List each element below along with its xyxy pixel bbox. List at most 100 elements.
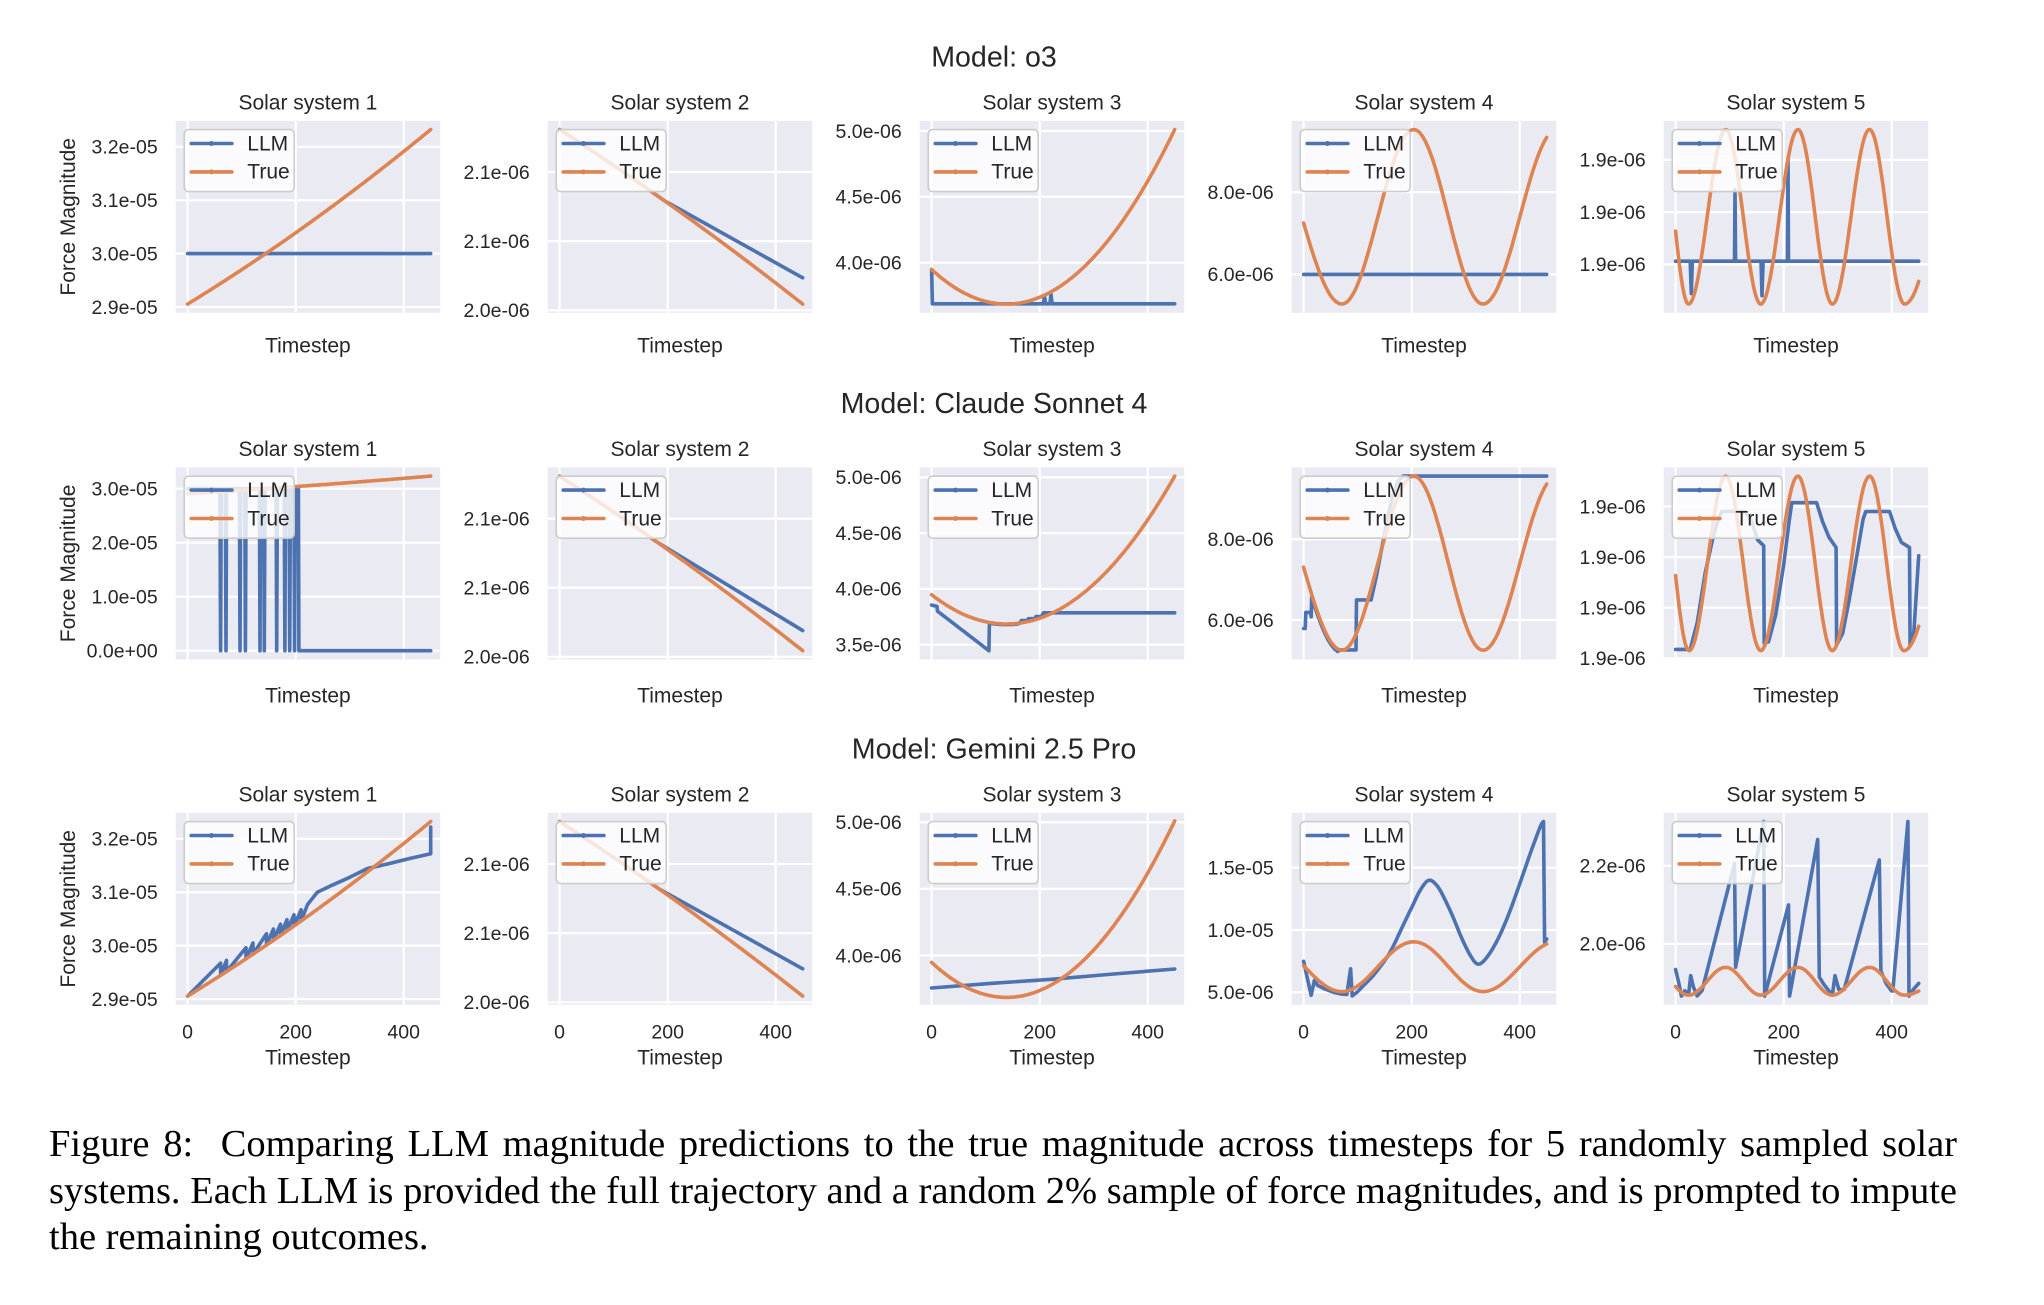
svg-text:LLM: LLM [247, 132, 288, 155]
svg-text:5.0e-06: 5.0e-06 [836, 812, 902, 834]
svg-text:Timestep: Timestep [1381, 684, 1467, 707]
svg-text:5.0e-06: 5.0e-06 [1208, 982, 1274, 1004]
svg-text:Solar system 2: Solar system 2 [611, 783, 750, 806]
svg-text:4.5e-06: 4.5e-06 [836, 187, 902, 209]
svg-text:3.0e-05: 3.0e-05 [92, 935, 158, 957]
svg-text:True: True [1735, 853, 1777, 876]
svg-text:Solar system 5: Solar system 5 [1727, 91, 1866, 114]
svg-text:Solar system 2: Solar system 2 [611, 91, 750, 114]
svg-text:1.9e-06: 1.9e-06 [1580, 202, 1646, 224]
svg-text:Model: o3: Model: o3 [931, 41, 1057, 73]
svg-text:Solar system 3: Solar system 3 [983, 438, 1122, 461]
svg-text:2.0e-06: 2.0e-06 [464, 647, 530, 669]
svg-text:LLM: LLM [1735, 132, 1776, 155]
svg-text:6.0e-06: 6.0e-06 [1208, 610, 1274, 632]
svg-text:3.0e-05: 3.0e-05 [92, 243, 158, 265]
svg-text:LLM: LLM [619, 132, 660, 155]
svg-text:Timestep: Timestep [637, 684, 723, 707]
svg-text:Solar system 3: Solar system 3 [983, 783, 1122, 806]
svg-text:400: 400 [1503, 1022, 1536, 1044]
svg-text:Force Magnitude: Force Magnitude [57, 485, 80, 643]
svg-text:LLM: LLM [247, 479, 288, 502]
svg-text:3.0e-05: 3.0e-05 [92, 479, 158, 501]
svg-text:3.2e-05: 3.2e-05 [92, 137, 158, 159]
svg-text:1.0e-05: 1.0e-05 [92, 587, 158, 609]
svg-text:2.0e-05: 2.0e-05 [92, 533, 158, 555]
svg-text:400: 400 [759, 1022, 792, 1044]
svg-text:True: True [247, 161, 289, 184]
svg-text:200: 200 [1767, 1022, 1800, 1044]
svg-text:Timestep: Timestep [1009, 1047, 1095, 1070]
svg-text:LLM: LLM [991, 132, 1032, 155]
svg-text:2.1e-06: 2.1e-06 [464, 162, 530, 184]
svg-text:2.0e-06: 2.0e-06 [1580, 934, 1646, 956]
svg-text:2.2e-06: 2.2e-06 [1580, 856, 1646, 878]
svg-text:True: True [619, 161, 661, 184]
svg-text:2.1e-06: 2.1e-06 [464, 231, 530, 253]
svg-text:Solar system 5: Solar system 5 [1727, 783, 1866, 806]
svg-text:4.5e-06: 4.5e-06 [836, 879, 902, 901]
svg-text:0: 0 [1298, 1022, 1309, 1044]
svg-text:2.1e-06: 2.1e-06 [464, 854, 530, 876]
svg-text:True: True [247, 507, 289, 530]
svg-text:6.0e-06: 6.0e-06 [1208, 264, 1274, 286]
svg-text:2.1e-06: 2.1e-06 [464, 578, 530, 600]
svg-text:LLM: LLM [1735, 824, 1776, 847]
svg-text:True: True [991, 853, 1033, 876]
svg-text:LLM: LLM [1363, 824, 1404, 847]
svg-text:LLM: LLM [1363, 479, 1404, 502]
svg-text:True: True [1363, 853, 1405, 876]
svg-text:Solar system 2: Solar system 2 [611, 438, 750, 461]
svg-text:0: 0 [1670, 1022, 1681, 1044]
svg-text:Timestep: Timestep [637, 335, 723, 358]
svg-text:200: 200 [279, 1022, 312, 1044]
svg-text:Timestep: Timestep [265, 684, 351, 707]
svg-text:Timestep: Timestep [637, 1047, 723, 1070]
svg-text:True: True [619, 507, 661, 530]
svg-text:400: 400 [1131, 1022, 1164, 1044]
svg-text:3.2e-05: 3.2e-05 [92, 829, 158, 851]
svg-text:LLM: LLM [1363, 132, 1404, 155]
svg-text:4.0e-06: 4.0e-06 [836, 945, 902, 967]
svg-text:8.0e-06: 8.0e-06 [1208, 529, 1274, 551]
svg-text:True: True [619, 853, 661, 876]
svg-text:5.0e-06: 5.0e-06 [836, 121, 902, 143]
svg-text:Solar system 4: Solar system 4 [1355, 91, 1494, 114]
svg-text:1.9e-06: 1.9e-06 [1580, 598, 1646, 620]
svg-text:3.1e-05: 3.1e-05 [92, 882, 158, 904]
svg-text:0: 0 [182, 1022, 193, 1044]
svg-text:400: 400 [387, 1022, 420, 1044]
svg-text:0.0e+00: 0.0e+00 [87, 641, 158, 663]
svg-text:LLM: LLM [991, 479, 1032, 502]
svg-text:3.5e-06: 3.5e-06 [836, 635, 902, 657]
svg-text:True: True [991, 161, 1033, 184]
svg-text:Timestep: Timestep [265, 335, 351, 358]
svg-text:2.1e-06: 2.1e-06 [464, 508, 530, 530]
svg-text:Timestep: Timestep [265, 1047, 351, 1070]
svg-text:1.9e-06: 1.9e-06 [1580, 150, 1646, 172]
svg-text:Solar system 1: Solar system 1 [238, 91, 377, 114]
svg-text:1.9e-06: 1.9e-06 [1580, 648, 1646, 670]
svg-text:3.1e-05: 3.1e-05 [92, 190, 158, 212]
svg-text:4.0e-06: 4.0e-06 [836, 252, 902, 274]
svg-text:2.0e-06: 2.0e-06 [464, 300, 530, 322]
svg-text:True: True [1363, 507, 1405, 530]
svg-text:True: True [1735, 161, 1777, 184]
svg-text:1.5e-05: 1.5e-05 [1208, 858, 1274, 880]
svg-text:LLM: LLM [619, 479, 660, 502]
svg-text:Force Magnitude: Force Magnitude [57, 138, 80, 296]
svg-text:Solar system 1: Solar system 1 [238, 783, 377, 806]
svg-text:2.1e-06: 2.1e-06 [464, 923, 530, 945]
svg-text:Timestep: Timestep [1381, 1047, 1467, 1070]
svg-text:1.9e-06: 1.9e-06 [1580, 496, 1646, 518]
svg-text:1.0e-05: 1.0e-05 [1208, 920, 1274, 942]
svg-text:8.0e-06: 8.0e-06 [1208, 182, 1274, 204]
svg-text:True: True [991, 507, 1033, 530]
svg-text:LLM: LLM [991, 824, 1032, 847]
svg-text:Timestep: Timestep [1753, 335, 1839, 358]
svg-text:200: 200 [1395, 1022, 1428, 1044]
svg-text:200: 200 [1023, 1022, 1056, 1044]
svg-text:0: 0 [554, 1022, 565, 1044]
svg-text:Timestep: Timestep [1009, 684, 1095, 707]
svg-text:5.0e-06: 5.0e-06 [836, 467, 902, 489]
